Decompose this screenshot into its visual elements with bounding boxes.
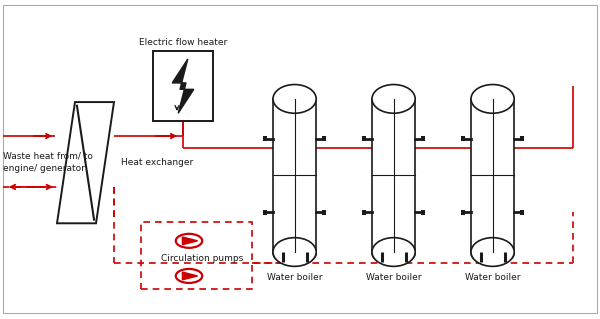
Ellipse shape (471, 85, 514, 113)
Bar (421, 210, 425, 215)
Polygon shape (57, 102, 114, 223)
Ellipse shape (471, 243, 514, 264)
Bar (421, 136, 425, 141)
Ellipse shape (273, 85, 316, 113)
Ellipse shape (273, 243, 316, 264)
Ellipse shape (372, 238, 415, 266)
Text: Water boiler: Water boiler (465, 273, 520, 282)
Bar (263, 136, 267, 141)
Text: Waste heat from/ to
engine/ generator: Waste heat from/ to engine/ generator (3, 152, 93, 174)
Bar (153, 51, 213, 121)
Bar (461, 136, 465, 141)
Text: Water boiler: Water boiler (366, 273, 421, 282)
Text: Circulation pumps: Circulation pumps (161, 254, 243, 263)
Text: Heat exchanger: Heat exchanger (121, 158, 193, 167)
Text: Water boiler: Water boiler (267, 273, 322, 282)
Polygon shape (182, 272, 197, 280)
Bar (362, 136, 366, 141)
Text: Electric flow heater: Electric flow heater (139, 38, 227, 47)
Ellipse shape (273, 238, 316, 266)
Ellipse shape (372, 85, 415, 113)
Bar (372, 99, 415, 252)
Bar (322, 210, 326, 215)
Ellipse shape (372, 243, 415, 264)
Bar (263, 210, 267, 215)
Bar (471, 99, 514, 252)
Bar (520, 136, 524, 141)
Polygon shape (182, 237, 197, 245)
Polygon shape (172, 59, 194, 113)
Bar (273, 99, 316, 252)
Bar (141, 222, 252, 289)
Bar (520, 210, 524, 215)
Ellipse shape (471, 238, 514, 266)
Bar (362, 210, 366, 215)
Bar (322, 136, 326, 141)
Bar (461, 210, 465, 215)
